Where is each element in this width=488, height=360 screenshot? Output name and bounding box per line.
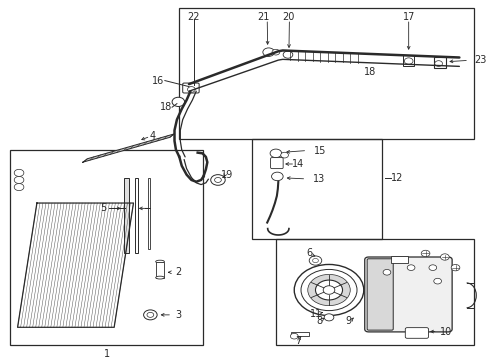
Text: 11: 11 xyxy=(310,309,322,319)
FancyBboxPatch shape xyxy=(364,257,451,332)
FancyBboxPatch shape xyxy=(405,328,427,338)
Text: 10: 10 xyxy=(439,327,451,337)
Bar xyxy=(148,178,150,249)
Text: 17: 17 xyxy=(402,12,414,22)
Text: 13: 13 xyxy=(312,174,324,184)
Polygon shape xyxy=(82,134,174,162)
Bar xyxy=(275,239,473,345)
Bar xyxy=(135,178,138,253)
Text: 18: 18 xyxy=(160,102,172,112)
Text: 16: 16 xyxy=(151,76,163,86)
Text: 2: 2 xyxy=(175,267,181,277)
Circle shape xyxy=(290,333,298,339)
Circle shape xyxy=(308,256,321,265)
Circle shape xyxy=(312,258,318,263)
Circle shape xyxy=(187,87,195,92)
Circle shape xyxy=(14,169,24,176)
Circle shape xyxy=(404,58,412,64)
FancyBboxPatch shape xyxy=(366,259,392,330)
Circle shape xyxy=(315,280,342,300)
Circle shape xyxy=(450,265,459,271)
Circle shape xyxy=(271,49,279,55)
Text: 20: 20 xyxy=(281,12,294,22)
Circle shape xyxy=(440,254,448,260)
Text: 14: 14 xyxy=(291,159,303,169)
Circle shape xyxy=(324,314,333,321)
Bar xyxy=(10,150,203,345)
Text: 8: 8 xyxy=(316,316,322,326)
Text: 9: 9 xyxy=(345,316,351,326)
Circle shape xyxy=(210,175,225,185)
Bar xyxy=(433,58,446,68)
FancyBboxPatch shape xyxy=(183,83,199,93)
Bar xyxy=(155,262,164,278)
Circle shape xyxy=(382,269,390,275)
Text: 15: 15 xyxy=(313,145,325,156)
Circle shape xyxy=(14,184,24,190)
Circle shape xyxy=(280,152,288,158)
Ellipse shape xyxy=(155,260,164,263)
Bar xyxy=(402,55,414,66)
Bar xyxy=(251,139,381,239)
Text: 4: 4 xyxy=(149,131,156,141)
Text: 1: 1 xyxy=(103,349,110,359)
Circle shape xyxy=(14,176,24,184)
Bar xyxy=(291,332,308,336)
Circle shape xyxy=(263,48,274,57)
Text: 23: 23 xyxy=(473,55,485,65)
Text: 21: 21 xyxy=(257,12,269,22)
Circle shape xyxy=(307,274,349,306)
Circle shape xyxy=(214,177,221,183)
Text: 5: 5 xyxy=(100,203,106,213)
Bar xyxy=(390,256,407,264)
Circle shape xyxy=(294,265,363,316)
Text: 7: 7 xyxy=(294,336,301,346)
Circle shape xyxy=(323,286,334,294)
Circle shape xyxy=(147,312,153,318)
Circle shape xyxy=(433,278,441,284)
Text: 3: 3 xyxy=(175,310,181,320)
Text: 22: 22 xyxy=(187,12,200,22)
Text: 12: 12 xyxy=(390,173,403,183)
FancyBboxPatch shape xyxy=(270,158,283,168)
Circle shape xyxy=(143,310,157,320)
Circle shape xyxy=(434,61,442,66)
Circle shape xyxy=(420,250,429,257)
Text: 18: 18 xyxy=(363,67,375,77)
Circle shape xyxy=(271,172,283,181)
Circle shape xyxy=(269,149,281,158)
Bar xyxy=(179,8,473,139)
Circle shape xyxy=(407,265,414,270)
Circle shape xyxy=(172,97,184,107)
Text: 19: 19 xyxy=(220,170,232,180)
Bar xyxy=(123,178,128,253)
Circle shape xyxy=(301,269,356,311)
Circle shape xyxy=(283,51,292,58)
Circle shape xyxy=(428,265,436,270)
Text: 6: 6 xyxy=(306,248,312,258)
Ellipse shape xyxy=(155,276,164,279)
